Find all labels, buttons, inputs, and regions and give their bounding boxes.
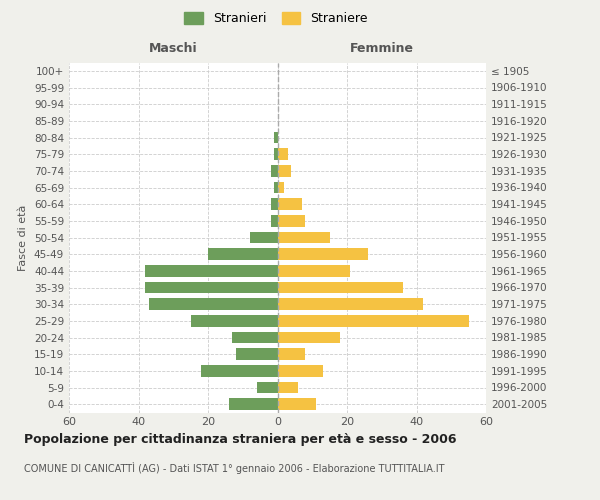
Bar bbox=[271, 198, 277, 210]
Bar bbox=[236, 348, 277, 360]
Bar bbox=[277, 315, 469, 326]
Y-axis label: Fasce di età: Fasce di età bbox=[19, 204, 28, 270]
Bar bbox=[250, 232, 277, 243]
Bar bbox=[277, 265, 350, 276]
Bar bbox=[145, 282, 277, 294]
Bar bbox=[271, 165, 277, 176]
Bar bbox=[208, 248, 277, 260]
Bar bbox=[277, 198, 302, 210]
Bar bbox=[257, 382, 277, 394]
Bar bbox=[274, 182, 277, 194]
Bar bbox=[277, 148, 288, 160]
Bar bbox=[277, 348, 305, 360]
Bar bbox=[277, 165, 292, 176]
Bar bbox=[274, 148, 277, 160]
Bar bbox=[232, 332, 277, 344]
Bar bbox=[277, 398, 316, 410]
Bar bbox=[277, 332, 340, 344]
Bar bbox=[277, 182, 284, 194]
Bar bbox=[277, 365, 323, 376]
Bar bbox=[277, 298, 424, 310]
Text: COMUNE DI CANICATTÌ (AG) - Dati ISTAT 1° gennaio 2006 - Elaborazione TUTTITALIA.: COMUNE DI CANICATTÌ (AG) - Dati ISTAT 1°… bbox=[24, 462, 445, 474]
Bar bbox=[277, 282, 403, 294]
Text: Popolazione per cittadinanza straniera per età e sesso - 2006: Popolazione per cittadinanza straniera p… bbox=[24, 432, 457, 446]
Legend: Stranieri, Straniere: Stranieri, Straniere bbox=[179, 7, 373, 30]
Bar bbox=[277, 382, 298, 394]
Bar bbox=[274, 132, 277, 143]
Bar bbox=[191, 315, 277, 326]
Bar bbox=[277, 232, 329, 243]
Text: Femmine: Femmine bbox=[350, 42, 414, 56]
Bar bbox=[229, 398, 277, 410]
Bar bbox=[277, 248, 368, 260]
Bar bbox=[201, 365, 277, 376]
Bar bbox=[277, 215, 305, 226]
Bar bbox=[145, 265, 277, 276]
Text: Maschi: Maschi bbox=[149, 42, 197, 56]
Bar bbox=[271, 215, 277, 226]
Bar bbox=[149, 298, 277, 310]
